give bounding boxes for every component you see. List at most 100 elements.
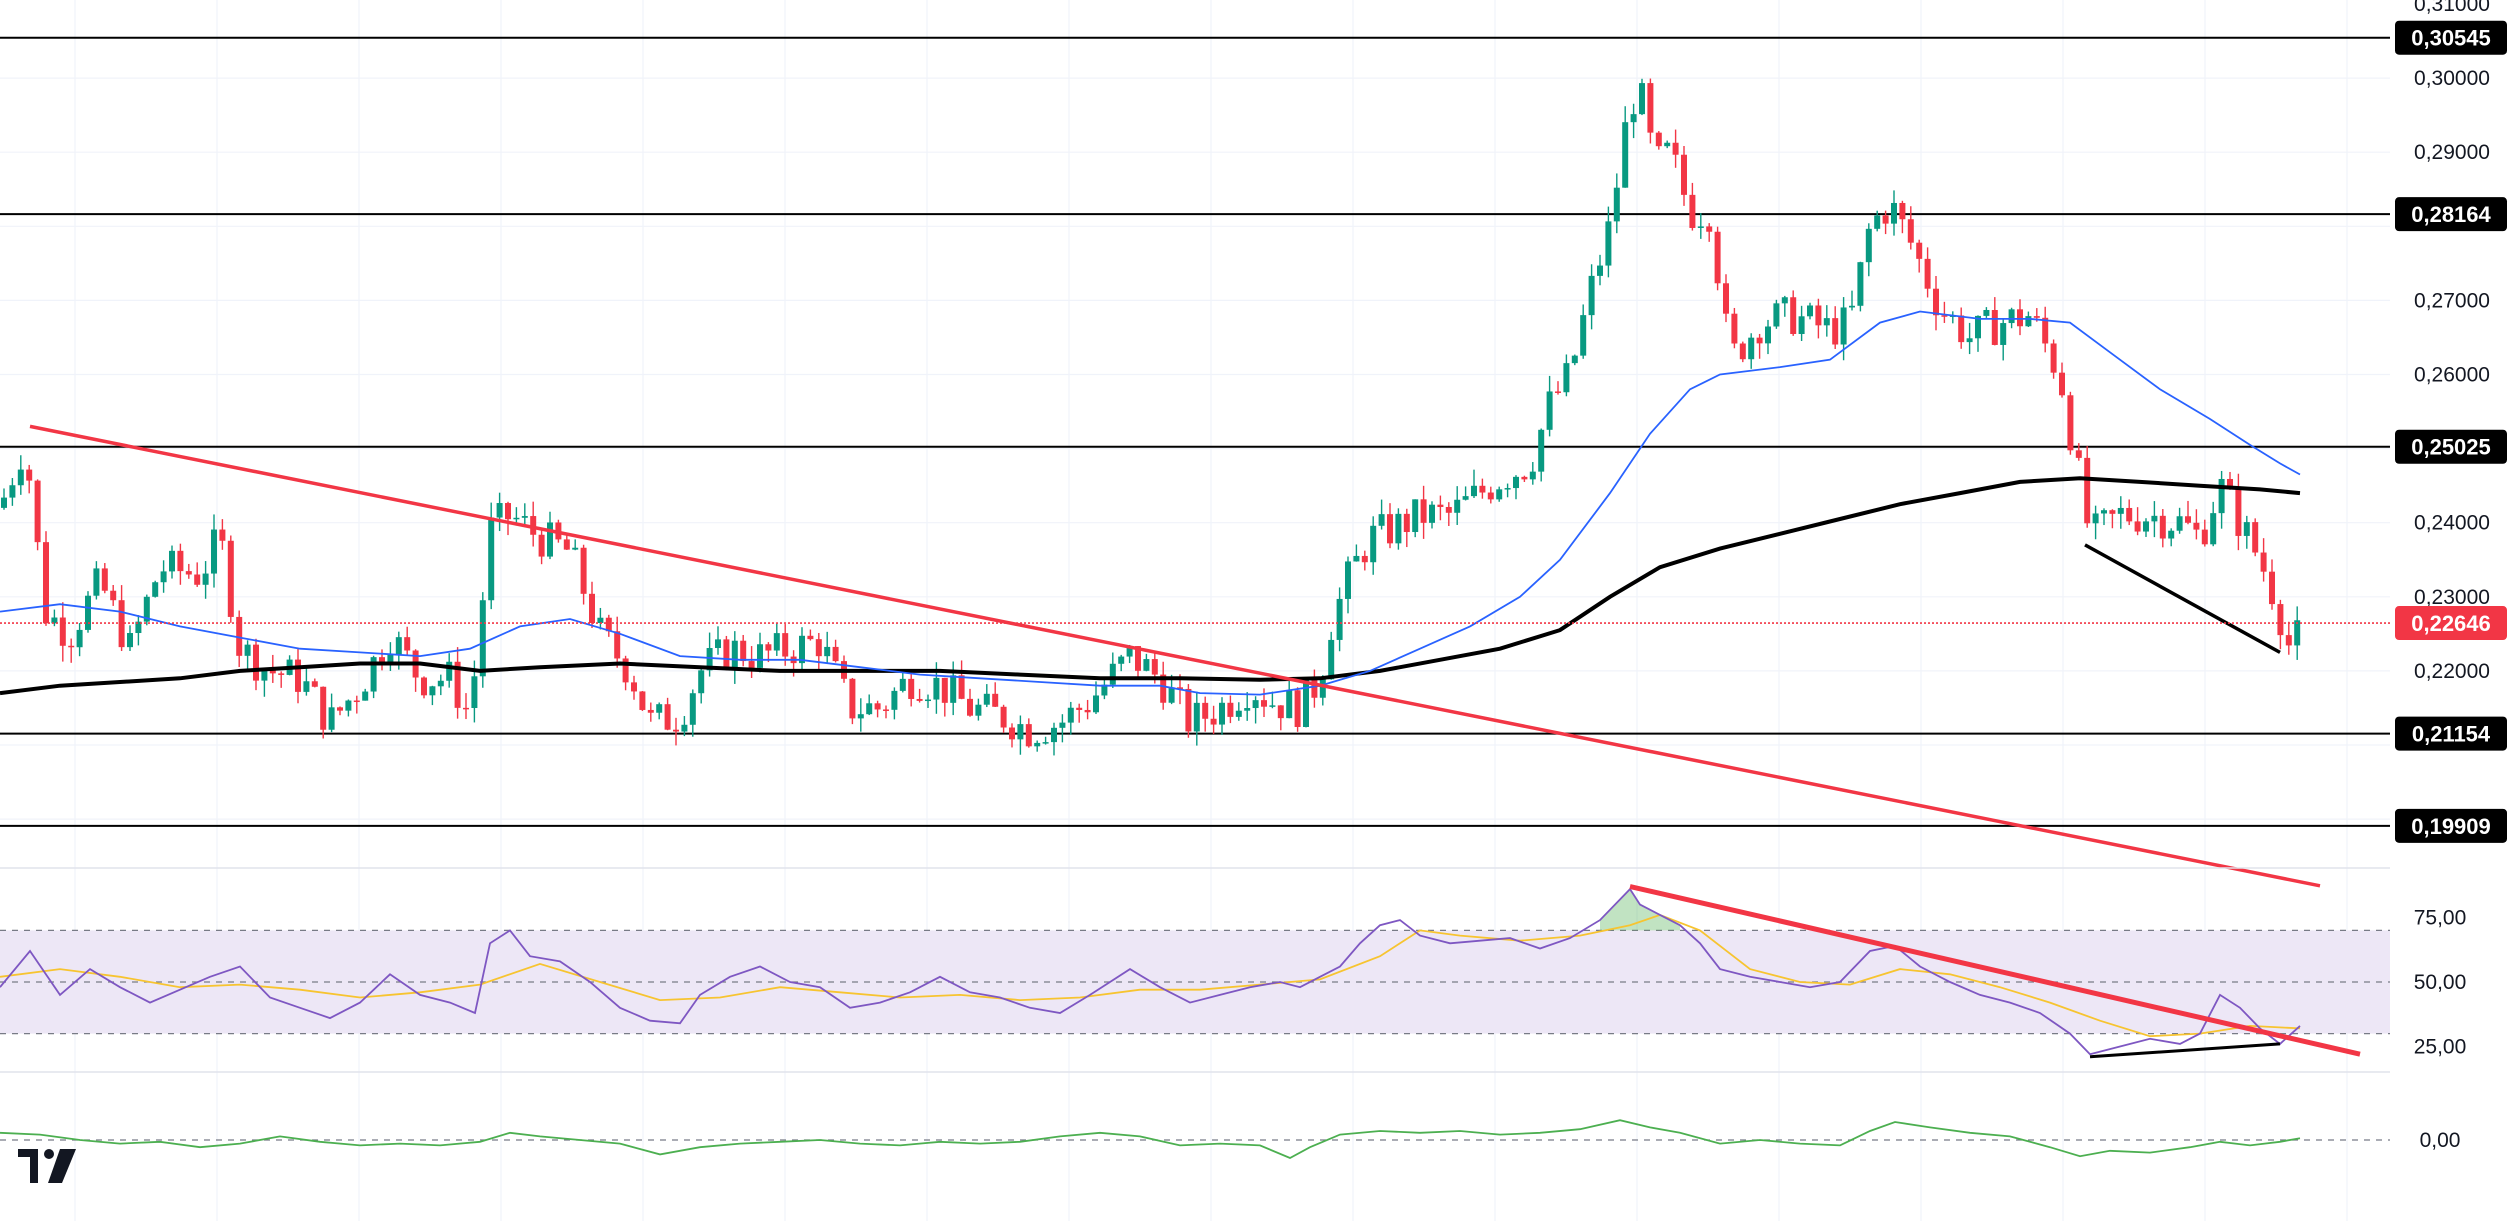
candle-body bbox=[1613, 187, 1620, 222]
candle-body bbox=[748, 661, 755, 668]
candle-body bbox=[337, 707, 343, 711]
ma-long-line bbox=[0, 476, 2301, 696]
candle-body bbox=[807, 635, 814, 640]
candle-body bbox=[1210, 718, 1217, 725]
candle-body bbox=[1244, 708, 1251, 711]
candle-body bbox=[1227, 702, 1234, 717]
candle-body bbox=[2193, 522, 2200, 530]
trendline[interactable] bbox=[2084, 543, 2281, 654]
price-pane[interactable] bbox=[0, 36, 2390, 888]
candle-body bbox=[1462, 496, 1469, 500]
rsi-trendline[interactable] bbox=[2089, 1042, 2281, 1059]
candle-body bbox=[2126, 507, 2133, 522]
momentum-line bbox=[0, 1119, 2301, 1159]
candle-body bbox=[1277, 705, 1284, 719]
candle-body bbox=[2294, 620, 2301, 646]
candle-body bbox=[2277, 604, 2284, 636]
candle-body bbox=[1773, 303, 1780, 327]
candle-body bbox=[1429, 504, 1435, 523]
candle-body bbox=[1840, 307, 1847, 345]
candle-body bbox=[303, 681, 310, 692]
candle-body bbox=[1067, 707, 1074, 723]
candle-body bbox=[866, 703, 873, 715]
candle-body bbox=[1546, 391, 1553, 430]
candle-body bbox=[177, 550, 184, 572]
candle-body bbox=[244, 644, 251, 656]
candle-body bbox=[169, 550, 175, 572]
horizontal-levels bbox=[0, 36, 2390, 827]
grid bbox=[0, 0, 2390, 1221]
candle-body bbox=[1714, 231, 1721, 284]
candle-body bbox=[883, 709, 889, 711]
candle-body bbox=[899, 678, 906, 691]
candle-body bbox=[1093, 695, 1099, 713]
candle-body bbox=[2109, 510, 2116, 514]
candle-body bbox=[479, 600, 486, 677]
candle-body bbox=[521, 516, 528, 518]
rsi-trendline[interactable] bbox=[1629, 884, 2361, 1057]
rsi-pane[interactable] bbox=[0, 884, 2390, 1059]
candle-body bbox=[2210, 513, 2217, 545]
candle-body bbox=[799, 635, 805, 664]
candle-body bbox=[1865, 228, 1872, 263]
candle-body bbox=[589, 593, 595, 624]
candle-body bbox=[773, 633, 780, 651]
candle-body bbox=[1185, 688, 1192, 732]
candle-body bbox=[1076, 707, 1083, 710]
candle-body bbox=[1891, 202, 1897, 224]
candle-body bbox=[1723, 283, 1729, 314]
candle-body bbox=[614, 631, 621, 659]
tradingview-logo[interactable] bbox=[18, 1149, 76, 1183]
candle-body bbox=[1168, 687, 1175, 703]
candle-body bbox=[1815, 305, 1822, 326]
candle-body bbox=[1672, 142, 1679, 155]
candle-body bbox=[1328, 639, 1335, 680]
price-axis[interactable]: 0,31000 0,30000 0,29000 0,27000 0,26000 0,240… bbox=[2395, 0, 2507, 1152]
candle-body bbox=[1983, 310, 1990, 316]
candle-body bbox=[639, 691, 646, 710]
trendline[interactable] bbox=[29, 424, 2321, 888]
candle-body bbox=[2134, 521, 2141, 532]
candle-body bbox=[1118, 656, 1125, 664]
candle-body bbox=[2067, 395, 2074, 451]
candle-body bbox=[185, 571, 192, 575]
candle-body bbox=[1353, 555, 1360, 562]
candle-body bbox=[849, 678, 856, 719]
candle-body bbox=[572, 547, 579, 550]
candle-body bbox=[916, 698, 923, 701]
candle-body bbox=[76, 629, 83, 648]
candle-body bbox=[236, 616, 243, 656]
candle-body bbox=[933, 677, 940, 700]
level-price-text: 0,25025 bbox=[2411, 435, 2491, 460]
candle-body bbox=[513, 517, 520, 520]
level-price-text: 0,21154 bbox=[2412, 722, 2491, 747]
candle-body bbox=[429, 686, 436, 696]
candle-body bbox=[446, 661, 453, 681]
candle-body bbox=[101, 568, 108, 591]
candle-body bbox=[1479, 485, 1486, 493]
candle-body bbox=[2227, 478, 2233, 489]
candle-body bbox=[1361, 555, 1368, 563]
level-price-label bbox=[2395, 716, 2507, 751]
candle-body bbox=[143, 596, 150, 622]
candle-body bbox=[1807, 305, 1813, 317]
candle-body bbox=[362, 691, 369, 701]
candle-body bbox=[647, 709, 654, 713]
candle-body bbox=[538, 534, 545, 557]
candle-body bbox=[1605, 221, 1612, 266]
momentum-pane[interactable] bbox=[0, 1119, 2390, 1159]
candle-body bbox=[1538, 429, 1545, 472]
candle-body bbox=[1009, 727, 1015, 740]
candle-body bbox=[1219, 702, 1225, 725]
candle-body bbox=[1563, 363, 1570, 393]
candle-body bbox=[437, 680, 444, 687]
candle-body bbox=[345, 700, 352, 711]
current-price-label bbox=[2395, 606, 2507, 641]
candle-body bbox=[1958, 315, 1965, 343]
candle-body bbox=[967, 698, 973, 716]
candle-body bbox=[127, 633, 133, 648]
candle-body bbox=[1135, 646, 1141, 671]
candle-body bbox=[68, 645, 75, 648]
candle-body bbox=[1286, 690, 1293, 719]
